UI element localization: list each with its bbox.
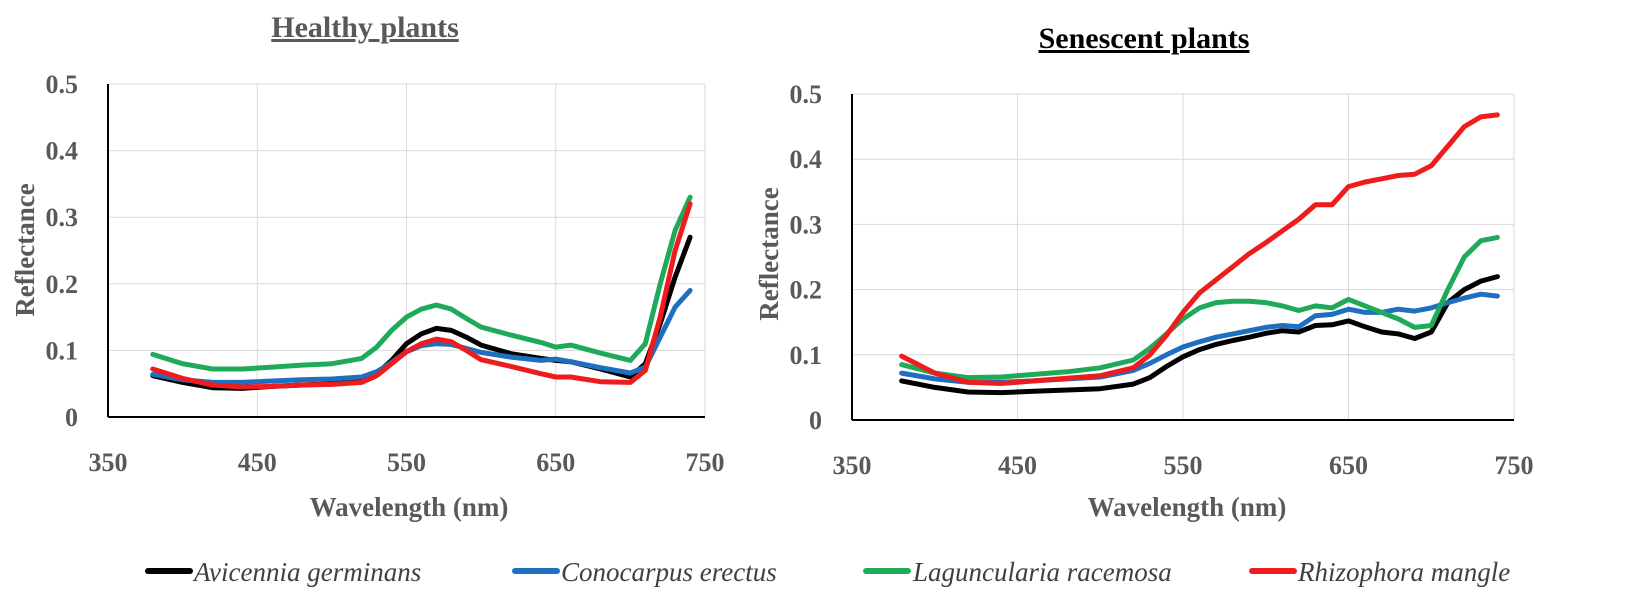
x-axis-title: Wavelength (nm) xyxy=(310,492,509,522)
series-line-conocarpus-erectus xyxy=(150,288,693,385)
chart-title: Healthy plants xyxy=(271,11,459,44)
legend-label: Rhizophora mangle xyxy=(1297,557,1510,587)
x-tick-label: 750 xyxy=(686,448,725,477)
y-tick-label: 0.5 xyxy=(46,70,79,99)
legend-label: Conocarpus erectus xyxy=(561,557,777,587)
x-tick-label: 450 xyxy=(998,451,1037,480)
tick-labels: 350 450 550 650 750 0 0.1 0.2 0.3 0.4 0.5 xyxy=(790,80,1534,480)
y-tick-label: 0 xyxy=(65,403,78,432)
y-tick-label: 0.4 xyxy=(46,137,79,166)
x-tick-label: 350 xyxy=(833,451,872,480)
y-tick-label: 0.2 xyxy=(790,276,823,305)
x-tick-label: 650 xyxy=(536,448,575,477)
chart-senescent-plants: Senescent plants 350 450 550 650 750 0 0.1 0.2 0… xyxy=(754,22,1534,522)
series-lines xyxy=(150,194,693,391)
x-tick-label: 650 xyxy=(1329,451,1368,480)
series-line-laguncularia-racemosa xyxy=(150,194,693,372)
series-line-laguncularia-racemosa xyxy=(899,234,1500,381)
y-tick-label: 0.3 xyxy=(790,210,823,239)
x-tick-label: 750 xyxy=(1495,451,1534,480)
chart-healthy-plants: Healthy plants 350 450 550 650 750 0 0.1 0.2 0.3… xyxy=(10,11,725,522)
chart-title: Senescent plants xyxy=(1039,22,1250,55)
y-tick-label: 0.3 xyxy=(46,203,79,232)
y-tick-label: 0 xyxy=(809,406,822,435)
x-tick-label: 550 xyxy=(387,448,426,477)
series-line-avicennia-germinans xyxy=(899,274,1500,396)
legend-item: Laguncularia racemosa xyxy=(863,557,1172,587)
axes xyxy=(851,94,1514,421)
x-tick-label: 550 xyxy=(1164,451,1203,480)
legend-label: Laguncularia racemosa xyxy=(912,557,1172,587)
x-axis-title: Wavelength (nm) xyxy=(1088,492,1287,522)
y-tick-label: 0.1 xyxy=(790,341,823,370)
x-tick-label: 450 xyxy=(238,448,277,477)
axes xyxy=(107,84,705,418)
series-lines xyxy=(899,112,1500,396)
legend-item: Avicennia germinans xyxy=(145,557,421,587)
y-tick-label: 0.4 xyxy=(790,145,823,174)
series-line-rhizophora-mangle xyxy=(150,201,693,390)
series-line-rhizophora-mangle xyxy=(899,112,1500,386)
x-tick-label: 350 xyxy=(89,448,128,477)
legend: Avicennia germinans Conocarpus erectus L… xyxy=(145,557,1510,587)
y-axis-title: Reflectance xyxy=(10,183,40,316)
y-tick-label: 0.1 xyxy=(46,336,79,365)
legend-item: Conocarpus erectus xyxy=(512,557,777,587)
y-axis-title: Reflectance xyxy=(754,187,784,320)
legend-item: Rhizophora mangle xyxy=(1249,557,1510,587)
y-tick-label: 0.2 xyxy=(46,270,79,299)
tick-labels: 350 450 550 650 750 0 0.1 0.2 0.3 0.4 0.5 xyxy=(46,70,725,477)
legend-label: Avicennia germinans xyxy=(192,557,421,587)
y-tick-label: 0.5 xyxy=(790,80,823,109)
series-line-avicennia-germinans xyxy=(150,234,693,391)
gridlines xyxy=(852,93,1515,420)
